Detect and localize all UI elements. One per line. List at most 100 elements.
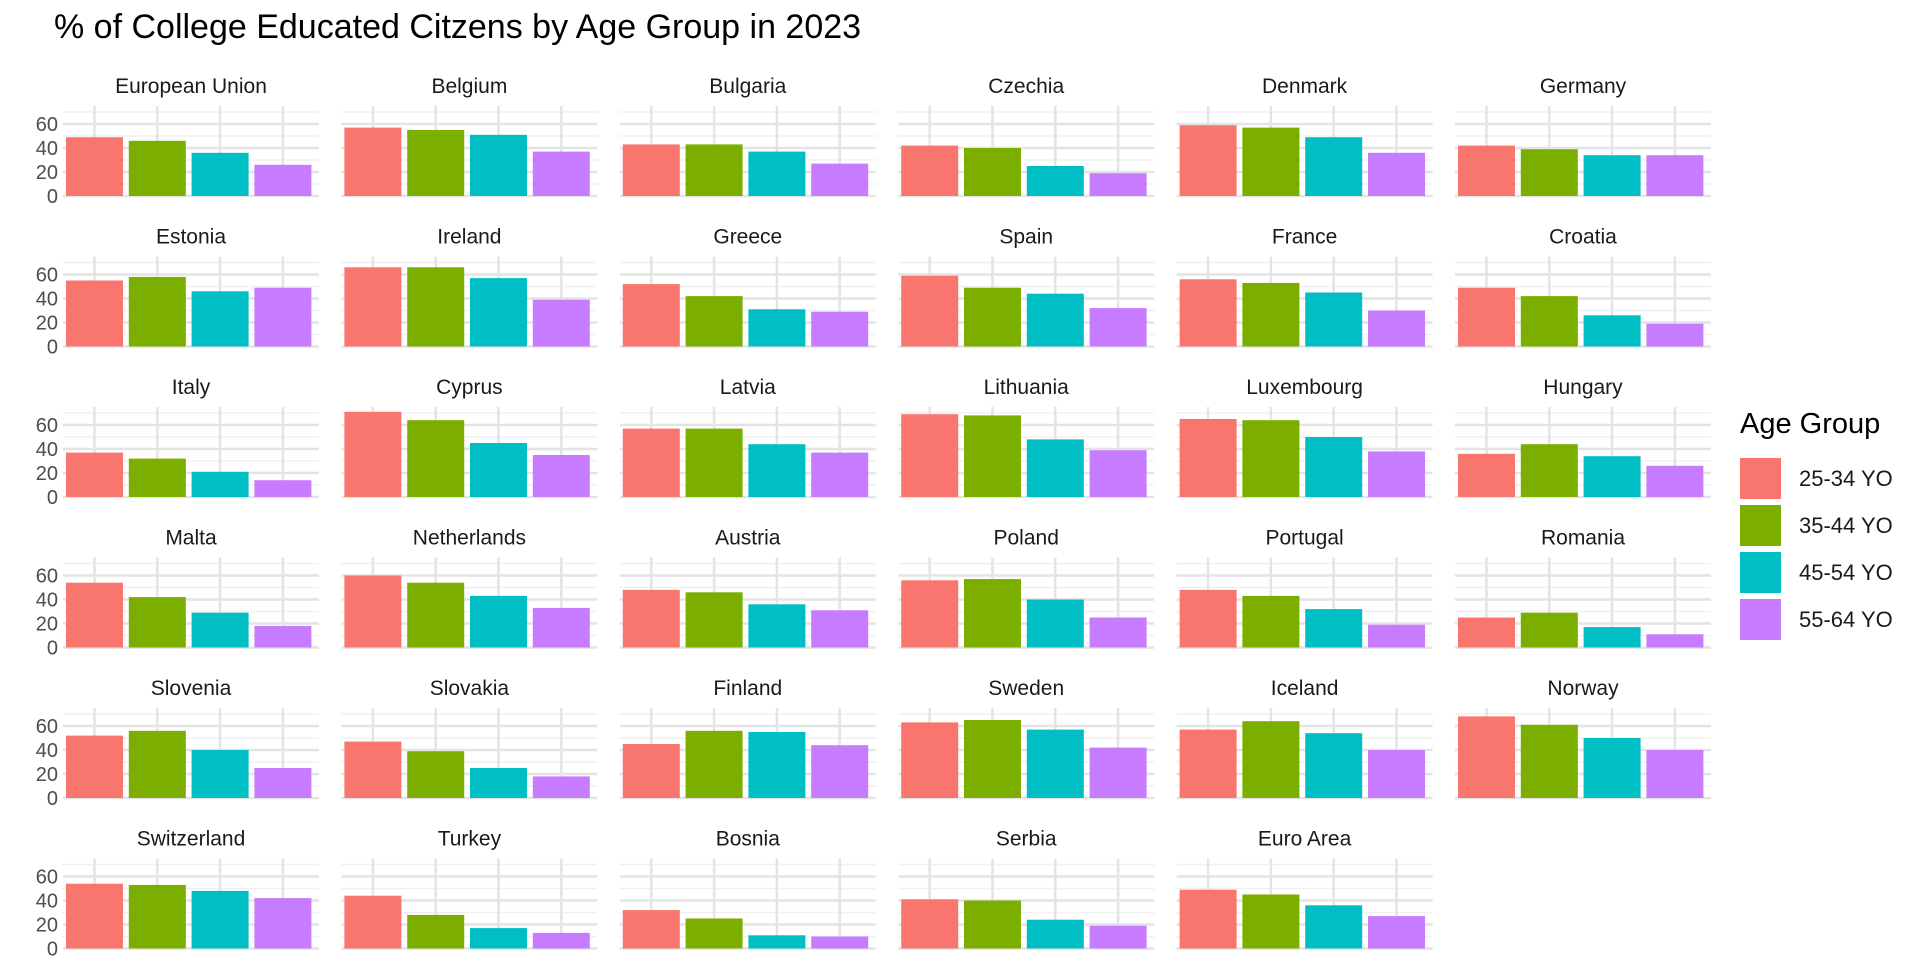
facet-title: Ireland <box>437 226 501 249</box>
bar <box>66 735 123 798</box>
bar <box>964 287 1021 347</box>
bar <box>1089 173 1147 196</box>
bar <box>1242 721 1300 798</box>
y-tick-label: 60 <box>36 566 58 588</box>
facet-panel: Bulgaria <box>619 75 876 198</box>
facet-panel: Greece <box>619 226 876 348</box>
bar <box>964 579 1021 648</box>
bar <box>407 751 465 798</box>
bar <box>344 127 402 196</box>
bar <box>1520 612 1578 648</box>
bar <box>811 610 869 648</box>
facet-panel: Netherlands <box>341 527 598 649</box>
bar <box>1646 323 1704 347</box>
bar <box>1305 437 1363 497</box>
facet-panel: Iceland <box>1176 677 1433 800</box>
y-tick-label: 20 <box>36 764 58 786</box>
y-tick-label: 20 <box>36 915 58 937</box>
facet-panel: Turkey <box>341 828 598 950</box>
bar <box>1520 296 1578 347</box>
bar <box>1026 439 1084 497</box>
bar <box>1305 137 1363 196</box>
legend-label: 35-44 YO <box>1799 512 1893 538</box>
y-tick-label: 40 <box>36 740 58 762</box>
bar <box>1583 738 1641 798</box>
bar <box>66 280 123 347</box>
bar <box>622 284 680 347</box>
facet-title: Serbia <box>996 828 1057 851</box>
bar <box>685 592 743 648</box>
bar <box>1646 750 1704 798</box>
facet-title: Italy <box>172 376 211 399</box>
bar <box>1242 127 1300 196</box>
bar <box>1089 617 1147 648</box>
facet-panel: Sweden <box>898 677 1155 800</box>
bar <box>685 144 743 196</box>
bar <box>407 267 465 347</box>
facet-panel: Hungary <box>1455 376 1711 499</box>
facet-panel: Austria <box>619 527 876 649</box>
bar <box>254 480 312 497</box>
y-tick-label: 60 <box>36 415 58 437</box>
facet-panel: Belgium <box>341 75 598 198</box>
legend-item: 55-64 YO <box>1740 596 1893 643</box>
facet-title: Germany <box>1540 75 1627 98</box>
facet-panel: Euro Area <box>1176 828 1433 950</box>
y-tick-label: 40 <box>36 439 58 461</box>
legend-item: 35-44 YO <box>1740 502 1893 549</box>
bar <box>1368 152 1425 196</box>
bar <box>1179 889 1237 949</box>
facet-title: Cyprus <box>436 376 503 399</box>
facet-title: Portugal <box>1265 527 1343 550</box>
bar <box>1583 315 1641 347</box>
bar <box>964 415 1021 497</box>
bar <box>1458 716 1515 798</box>
bar <box>532 299 590 347</box>
bar <box>901 414 959 497</box>
legend-title: Age Group <box>1740 408 1881 440</box>
bar <box>811 311 869 347</box>
bar <box>254 768 312 798</box>
facet-panel: Slovakia <box>341 677 598 800</box>
facet-title: Slovakia <box>430 677 510 700</box>
bar <box>254 287 312 347</box>
bar <box>532 607 590 648</box>
facet-panel: Portugal <box>1176 527 1433 649</box>
legend-swatch <box>1740 458 1781 499</box>
bar <box>748 604 806 648</box>
legend-label: 55-64 YO <box>1799 606 1893 632</box>
facet-title: Bosnia <box>716 828 781 851</box>
bar <box>964 720 1021 798</box>
bar <box>407 420 465 497</box>
legend-items: 25-34 YO 35-44 YO 45-54 YO 55-64 YO <box>1740 455 1893 643</box>
bar <box>407 914 465 949</box>
facet-title: Croatia <box>1549 226 1617 249</box>
bar <box>1646 634 1704 648</box>
y-tick-label: 40 <box>36 138 58 160</box>
bar <box>407 130 465 196</box>
bar <box>128 884 186 949</box>
facet-title: Czechia <box>988 75 1064 98</box>
legend-swatch <box>1740 599 1781 640</box>
bar <box>1089 450 1147 497</box>
facet-panel: Poland <box>898 527 1155 649</box>
bar <box>748 444 806 497</box>
facet-title: Norway <box>1547 677 1619 700</box>
y-tick-label: 0 <box>47 487 58 509</box>
bar <box>1583 456 1641 497</box>
legend-swatch <box>1740 505 1781 546</box>
bar <box>1026 599 1084 648</box>
facet-panel: Romania <box>1455 527 1711 649</box>
bar <box>1242 595 1300 648</box>
facet-panel: Czechia <box>898 75 1155 198</box>
bar <box>254 625 312 648</box>
bar <box>1520 149 1578 196</box>
facet-panel: Cyprus <box>341 376 598 499</box>
y-tick-label: 20 <box>36 463 58 485</box>
bar <box>1583 155 1641 196</box>
bar <box>811 745 869 798</box>
bar <box>1026 293 1084 347</box>
y-tick-label: 0 <box>47 186 58 208</box>
